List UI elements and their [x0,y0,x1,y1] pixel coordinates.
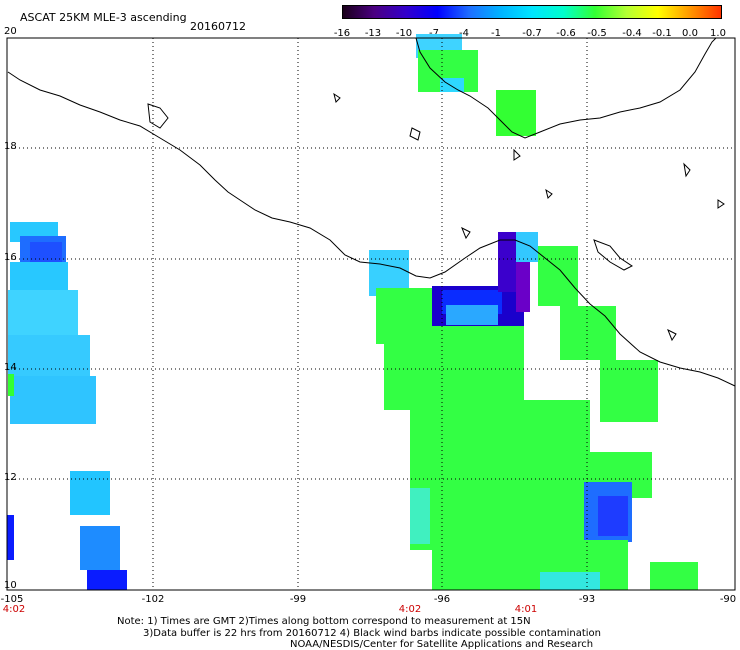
colorbar [342,5,722,19]
time-label: 4:02 [398,604,422,615]
lat-label: 14 [4,362,17,373]
footnote-line-3: NOAA/NESDIS/Center for Satellite Applica… [290,639,594,650]
colorbar-tick: 0.0 [682,28,698,39]
lon-label: -99 [289,594,307,605]
lat-label: 12 [4,472,17,483]
lon-label: -105 [0,594,24,605]
colorbar-tick: -4 [459,28,469,39]
lon-label: -90 [719,594,737,605]
lat-label: 16 [4,252,17,263]
colorbar-tick: -7 [429,28,439,39]
colorbar-tick: -0.5 [587,28,607,39]
data-cells [7,34,698,590]
lat-label: 10 [4,580,17,591]
map-title: ASCAT 25KM MLE-3 ascending [20,11,187,24]
time-label: 4:02 [2,604,26,615]
lon-label: -93 [578,594,596,605]
colorbar-tick: 1.0 [710,28,726,39]
colorbar-tick: -13 [364,28,382,39]
north-coastline [415,37,717,139]
colorbar-tick: -10 [395,28,413,39]
colorbar-tick: -0.1 [652,28,672,39]
footnote-line-2: 3)Data buffer is 22 hrs from 20160712 4)… [143,628,601,639]
colorbar-tick: -0.7 [522,28,542,39]
footnote-line-1: Note: 1) Times are GMT 2)Times along bot… [117,616,531,627]
lon-label: -102 [141,594,165,605]
time-label: 4:01 [514,604,538,615]
colorbar-tick: -0.6 [556,28,576,39]
graticule [7,38,735,590]
colorbar-tick: -0.4 [622,28,642,39]
lon-label: -96 [433,594,451,605]
map-date: 20160712 [190,20,246,33]
coastline [7,71,736,387]
lat-label: 20 [4,26,17,37]
lat-label: 18 [4,141,17,152]
colorbar-tick: -16 [333,28,351,39]
map-frame [6,37,736,591]
colorbar-tick: -1 [491,28,501,39]
